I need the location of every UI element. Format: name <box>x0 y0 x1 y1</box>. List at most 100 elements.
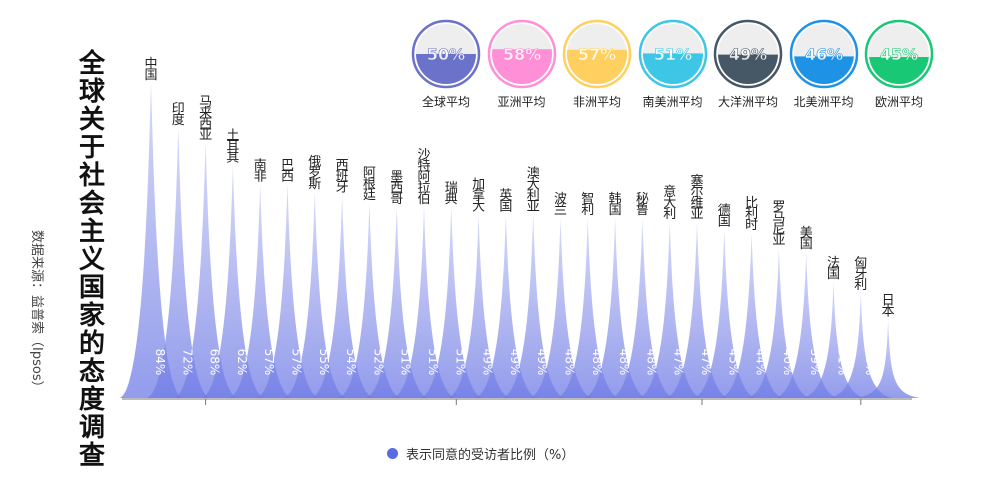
country-label-23: 罗马尼亚 <box>772 200 785 248</box>
country-label-16: 智利 <box>581 192 594 218</box>
value-label-18: 48% <box>644 349 658 376</box>
gauge-label: 北美洲平均 <box>793 95 854 109</box>
legend-text: 表示同意的受访者比例（%） <box>406 448 575 463</box>
gauge-value: 49% <box>729 45 767 64</box>
country-label-22: 比利时 <box>745 196 758 233</box>
country-label-2: 马来西亚 <box>199 95 212 143</box>
country-label-9: 墨西哥 <box>390 170 403 207</box>
value-label-15: 48% <box>563 349 577 376</box>
country-label-15: 波兰 <box>554 192 567 218</box>
x-axis <box>122 398 912 405</box>
peaks-group <box>119 83 921 398</box>
peak-5 <box>255 184 320 398</box>
peak-12 <box>446 214 511 398</box>
peak-18 <box>610 218 675 398</box>
gauge-circle: 46% <box>789 19 858 89</box>
gauge-label: 欧洲平均 <box>874 95 923 109</box>
gauge-circle: 45% <box>864 19 934 89</box>
value-label-1: 72% <box>180 349 194 376</box>
gauge-value: 58% <box>502 45 540 64</box>
value-label-4: 57% <box>262 349 276 376</box>
peak-9 <box>364 206 429 398</box>
peak-21 <box>692 229 757 398</box>
average-gauge-6: 45% 欧洲平均 <box>863 18 935 110</box>
peak-1 <box>146 128 211 398</box>
value-label-10: 51% <box>426 349 440 376</box>
value-label-12: 49% <box>481 349 495 376</box>
peak-16 <box>555 218 620 398</box>
peak-6 <box>282 191 347 398</box>
country-label-19: 意大利 <box>663 184 676 222</box>
country-label-6: 俄罗斯 <box>308 155 321 192</box>
peak-23 <box>746 248 811 398</box>
value-label-11: 51% <box>453 349 467 376</box>
country-label-13: 英国 <box>499 188 512 214</box>
average-gauge-3: 51% 南美洲平均 <box>637 18 709 110</box>
peak-10 <box>392 206 456 398</box>
country-label-5: 巴西 <box>281 158 294 184</box>
value-label-25: 31% <box>836 349 850 376</box>
value-label-6: 55% <box>317 349 331 376</box>
peak-24 <box>774 251 839 398</box>
country-label-24: 美国 <box>800 226 813 252</box>
country-label-8: 阿根廷 <box>363 166 376 203</box>
peak-14 <box>501 214 566 398</box>
country-label-0: 中国 <box>144 57 157 83</box>
country-label-17: 韩国 <box>609 192 622 218</box>
value-label-7: 54% <box>344 349 358 376</box>
peak-11 <box>419 206 484 398</box>
country-label-18: 秘鲁 <box>636 192 649 218</box>
country-label-12: 加拿大 <box>472 177 485 214</box>
peak-27 <box>856 319 921 398</box>
gauge-value: 50% <box>427 45 465 64</box>
peak-20 <box>665 221 729 398</box>
value-label-22: 44% <box>754 349 768 376</box>
peak-2 <box>173 143 238 398</box>
peak-22 <box>719 233 784 398</box>
value-labels: 84% 72% 68% 62% 57% 57% 55% 54% 52% 51% 51% 51% 49% 4… <box>153 349 904 376</box>
value-label-13: 49% <box>508 349 522 376</box>
country-label-4: 南非 <box>254 157 267 184</box>
value-label-5: 57% <box>290 349 304 376</box>
gauge-circle: 51% <box>638 19 707 89</box>
value-label-26: 28% <box>863 349 877 376</box>
value-label-9: 51% <box>399 349 413 376</box>
value-label-27: 21% <box>890 349 904 376</box>
chart-title: 全球关于社会主义国家的态度调查 <box>78 49 105 471</box>
gauge-value: 57% <box>578 45 616 64</box>
gauge-value: 46% <box>804 45 842 64</box>
value-label-23: 40% <box>781 349 795 376</box>
gauge-value: 45% <box>880 45 918 64</box>
country-label-14: 澳大利亚 <box>527 165 540 214</box>
gauge-label: 全球平均 <box>421 95 470 109</box>
legend: 表示同意的受访者比例（%） <box>387 444 574 463</box>
gauge-label: 大洋洲平均 <box>717 95 778 109</box>
peak-15 <box>528 218 593 398</box>
peak-4 <box>228 184 293 398</box>
country-label-25: 法国 <box>827 256 840 282</box>
value-label-0: 84% <box>153 349 167 376</box>
value-label-14: 49% <box>535 349 549 376</box>
value-label-19: 47% <box>672 349 686 376</box>
value-label-17: 48% <box>617 349 631 376</box>
peak-13 <box>473 214 538 398</box>
value-label-21: 45% <box>726 349 740 376</box>
value-label-3: 62% <box>235 349 249 376</box>
value-label-8: 52% <box>371 349 385 376</box>
value-label-16: 48% <box>590 349 604 376</box>
peak-0 <box>119 83 183 398</box>
gauge-label: 南美洲平均 <box>642 95 703 109</box>
gauge-circle: 57% <box>562 19 632 89</box>
peak-25 <box>801 281 866 398</box>
average-gauge-4: 49% 大洋洲平均 <box>712 18 784 110</box>
average-gauge-1: 58% 亚洲平均 <box>486 18 558 110</box>
gauge-circle: 49% <box>713 19 783 89</box>
country-label-3: 土耳其 <box>226 129 239 166</box>
average-gauge-5: 46% 北美洲平均 <box>788 18 860 110</box>
value-label-20: 47% <box>699 349 713 376</box>
country-label-21: 德国 <box>718 203 731 229</box>
gauge-circle: 58% <box>487 19 556 89</box>
average-gauge-2: 57% 非洲平均 <box>561 18 633 110</box>
